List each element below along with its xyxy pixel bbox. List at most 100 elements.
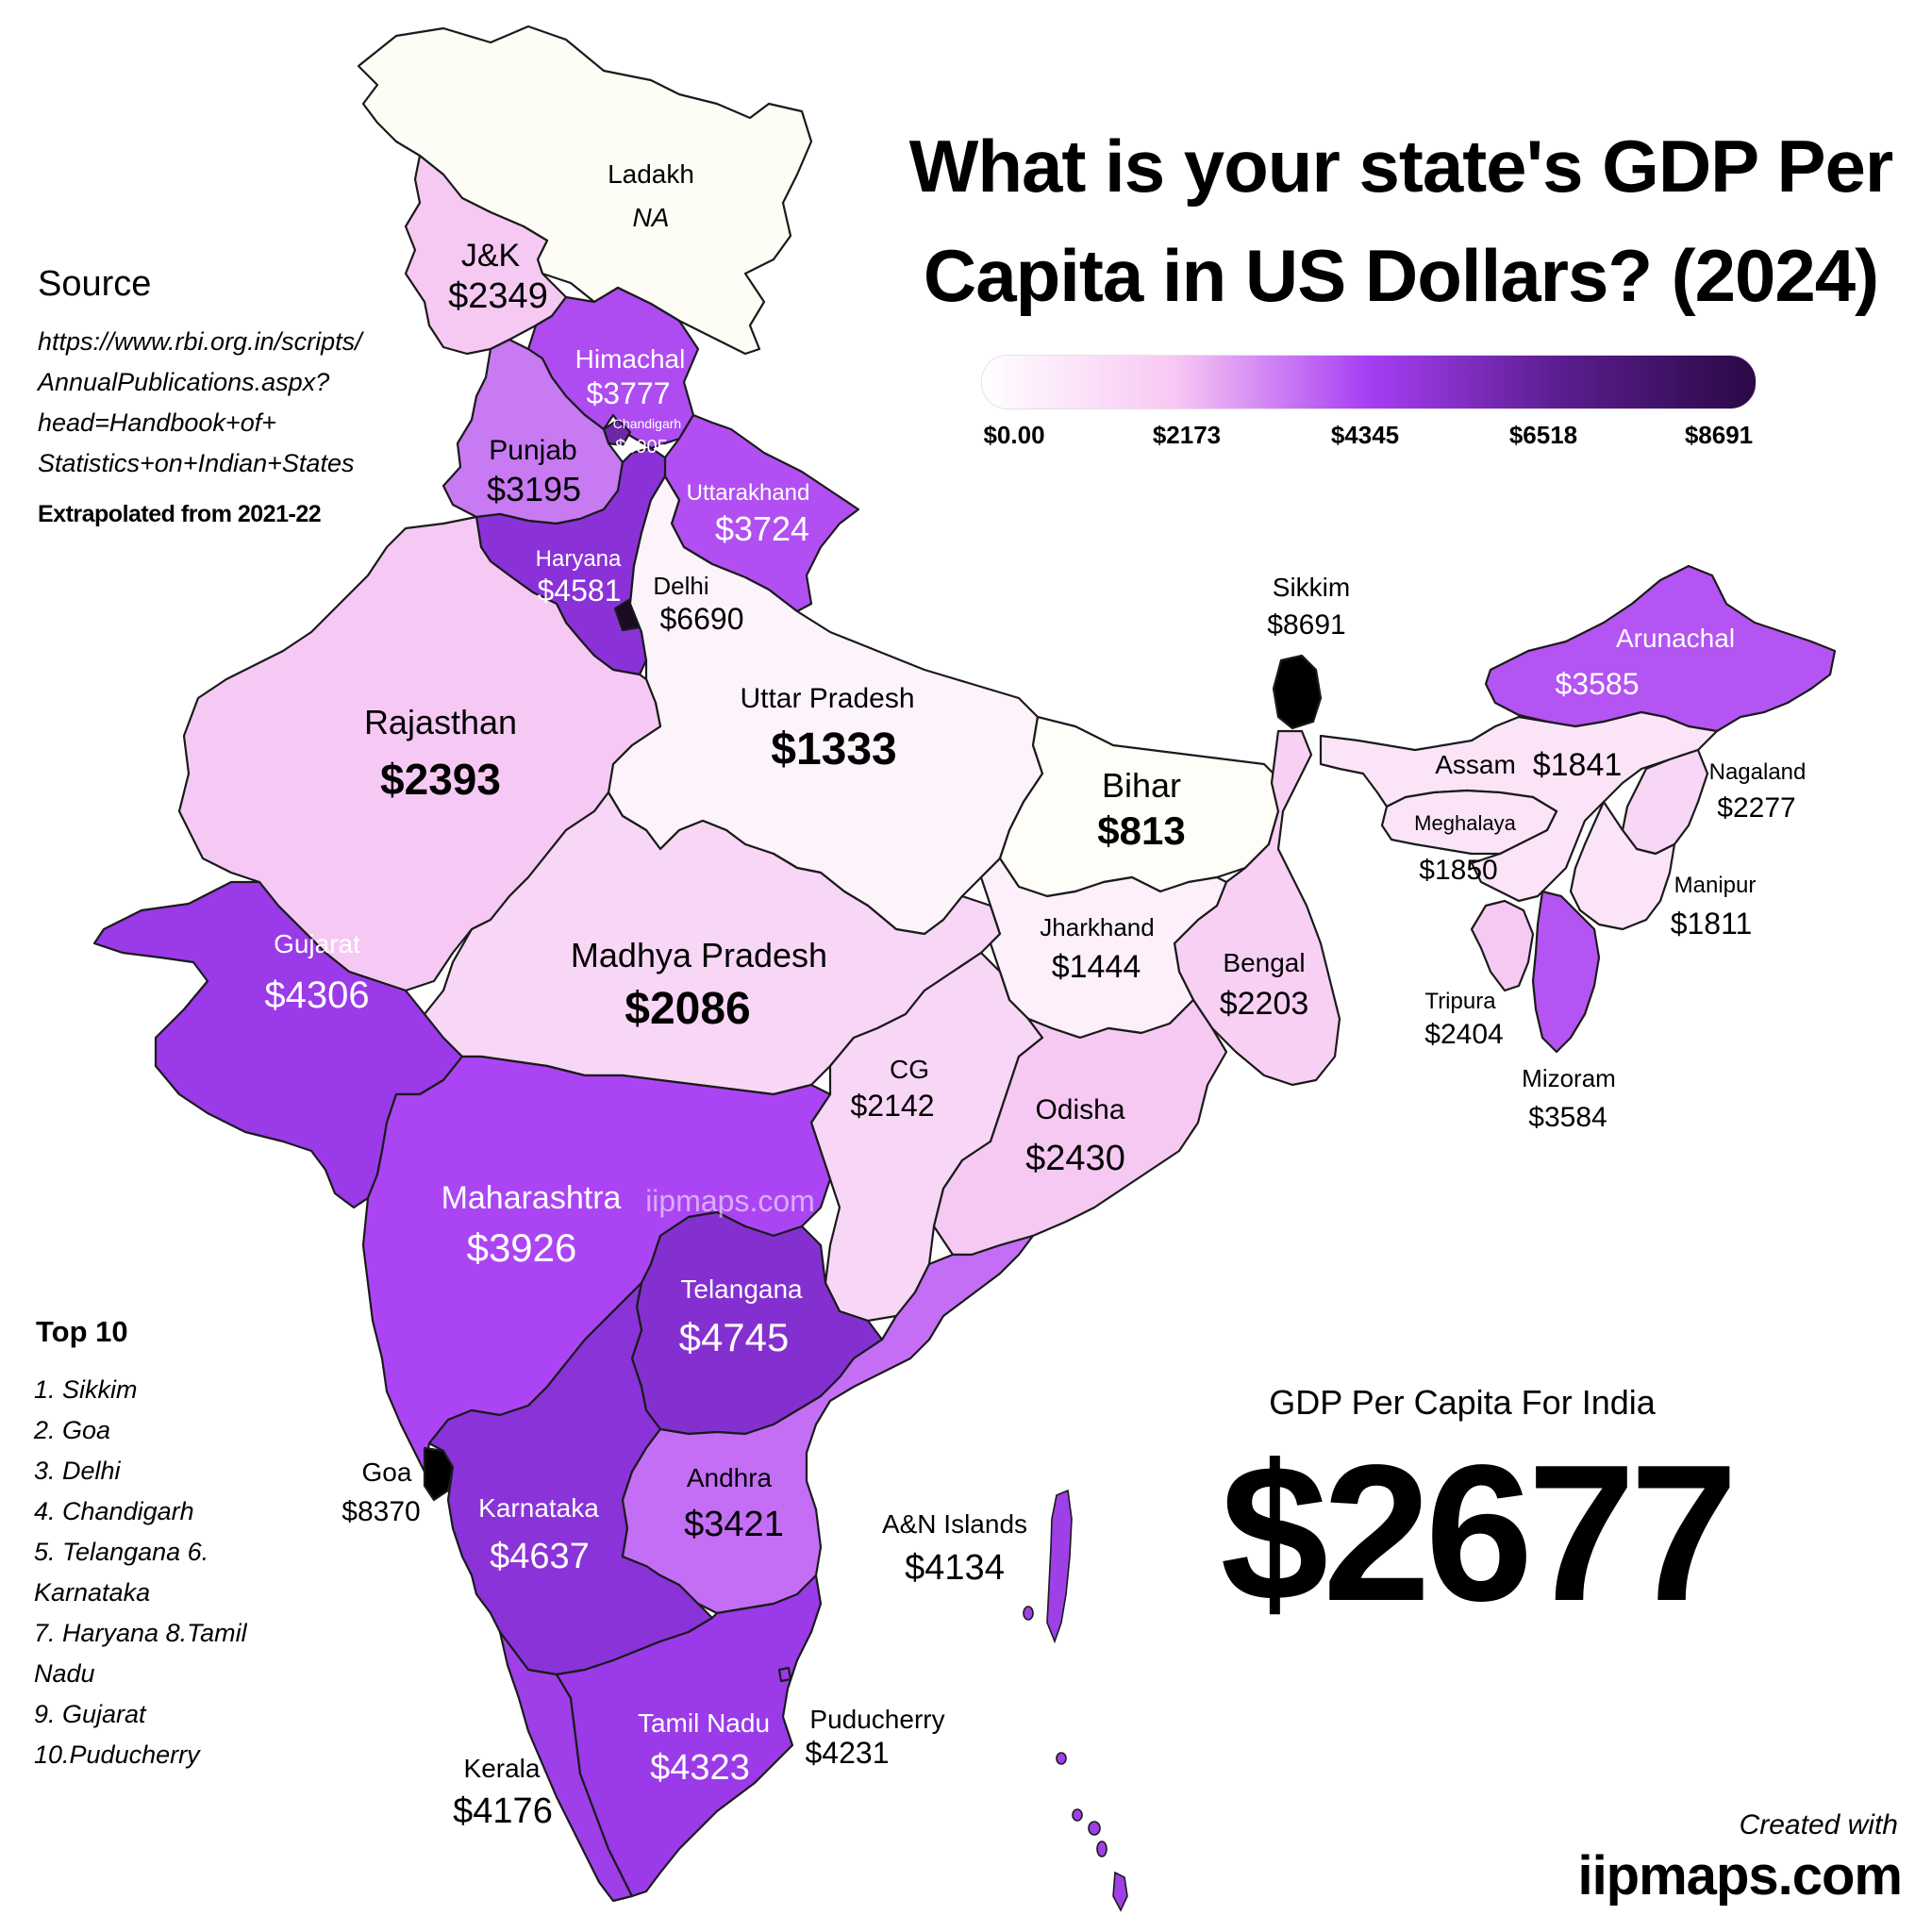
label-rajasthan-name: Rajasthan bbox=[364, 703, 517, 741]
label-bengal-value: $2203 bbox=[1220, 986, 1309, 1022]
region-sikkim bbox=[1272, 654, 1323, 730]
label-puducherry-name: Puducherry bbox=[809, 1705, 944, 1734]
label-rajasthan-value: $2393 bbox=[380, 755, 501, 804]
source-heading: Source bbox=[38, 264, 152, 304]
region-meghalaya bbox=[1380, 789, 1558, 856]
top10-item: 3. Delhi bbox=[34, 1457, 121, 1485]
label-jharkhand-name: Jharkhand bbox=[1040, 913, 1154, 941]
label-ladakh-name: Ladakh bbox=[608, 159, 694, 189]
label-himachal-name: Himachal bbox=[575, 344, 686, 374]
label-ladakh-value: NA bbox=[633, 203, 670, 232]
credit-brand: iipmaps.com bbox=[1577, 1845, 1903, 1907]
top10-item: 10.Puducherry bbox=[34, 1740, 200, 1769]
label-odisha-name: Odisha bbox=[1035, 1094, 1124, 1125]
region-jharkhand bbox=[979, 857, 1228, 1040]
region-tripura bbox=[1470, 899, 1535, 992]
label-jk-value: $2349 bbox=[448, 276, 548, 316]
label-tamil-nadu-value: $4323 bbox=[650, 1748, 750, 1788]
label-haryana-name: Haryana bbox=[536, 546, 622, 572]
label-sikkim-value: $8691 bbox=[1267, 609, 1345, 641]
label-tripura-value: $2404 bbox=[1424, 1019, 1503, 1050]
label-delhi-value: $6690 bbox=[660, 602, 744, 636]
label-delhi-name: Delhi bbox=[653, 572, 708, 600]
region-tamil-nadu bbox=[555, 1574, 823, 1898]
label-telangana-name: Telangana bbox=[680, 1274, 803, 1304]
label-bihar-value: $813 bbox=[1097, 808, 1185, 853]
label-punjab-name: Punjab bbox=[489, 435, 576, 466]
top10-item: Karnataka bbox=[34, 1578, 151, 1607]
label-haryana-value: $4581 bbox=[538, 574, 622, 608]
label-andhra-name: Andhra bbox=[687, 1463, 773, 1492]
label-tamil-nadu-name: Tamil Nadu bbox=[638, 1708, 770, 1738]
label-nagaland-name: Nagaland bbox=[1709, 759, 1807, 785]
color-scale-legend bbox=[981, 355, 1757, 409]
legend-tick-1: $2173 bbox=[1152, 421, 1222, 449]
label-telangana-value: $4745 bbox=[679, 1315, 790, 1359]
label-meghalaya-value: $1850 bbox=[1419, 855, 1497, 886]
top10-item: 7. Haryana 8.Tamil bbox=[34, 1619, 247, 1647]
label-bihar-name: Bihar bbox=[1102, 766, 1181, 805]
source-url-line-3: head=Handbook+of+ bbox=[38, 408, 276, 437]
top10-heading: Top 10 bbox=[36, 1315, 128, 1348]
label-goa-name: Goa bbox=[362, 1457, 412, 1487]
legend-tick-0: $0.00 bbox=[983, 421, 1045, 449]
label-uttarakhand-name: Uttarakhand bbox=[687, 480, 810, 506]
legend-tick-3: $6518 bbox=[1508, 421, 1578, 449]
national-gdp-label: GDP Per Capita For India bbox=[1269, 1383, 1656, 1422]
label-assam-name: Assam bbox=[1435, 750, 1516, 779]
label-karnataka-name: Karnataka bbox=[478, 1493, 599, 1523]
region-bihar bbox=[998, 715, 1285, 898]
label-goa-value: $8370 bbox=[341, 1496, 420, 1527]
label-bengal-name: Bengal bbox=[1223, 948, 1305, 977]
label-kerala-value: $4176 bbox=[453, 1791, 553, 1831]
label-chandigarh-name: Chandigarh bbox=[613, 416, 681, 431]
label-uttar-pradesh-name: Uttar Pradesh bbox=[740, 683, 914, 714]
top10-item: 1. Sikkim bbox=[34, 1375, 138, 1404]
region-mizoram bbox=[1531, 890, 1601, 1054]
label-kerala-name: Kerala bbox=[464, 1754, 541, 1783]
label-puducherry-value: $4231 bbox=[806, 1736, 890, 1770]
region-manipur bbox=[1569, 800, 1676, 931]
label-tripura-name: Tripura bbox=[1424, 989, 1496, 1014]
label-madhya-pradesh-name: Madhya Pradesh bbox=[571, 936, 827, 974]
label-assam-value: $1841 bbox=[1533, 747, 1623, 783]
top10-item: 4. Chandigarh bbox=[34, 1497, 194, 1525]
label-mizoram-value: $3584 bbox=[1528, 1102, 1607, 1133]
title-line-2: Capita in US Dollars? (2024) bbox=[923, 234, 1879, 317]
label-karnataka-value: $4637 bbox=[490, 1537, 590, 1576]
label-gujarat-name: Gujarat bbox=[274, 929, 360, 958]
region-odisha bbox=[932, 998, 1228, 1257]
label-andhra-value: $3421 bbox=[684, 1505, 784, 1544]
top10-item: 5. Telangana 6. bbox=[34, 1538, 209, 1566]
label-arunachal-value: $3585 bbox=[1556, 667, 1640, 701]
label-jk-name: J&K bbox=[461, 238, 521, 274]
region-an-islands bbox=[1023, 1489, 1128, 1912]
region-andhra bbox=[621, 1234, 1035, 1615]
legend-tick-2: $4345 bbox=[1330, 421, 1400, 449]
label-jharkhand-value: $1444 bbox=[1052, 949, 1141, 985]
page-title: What is your state's GDP Per Capita in U… bbox=[901, 111, 1901, 330]
title-line-1: What is your state's GDP Per bbox=[908, 125, 1893, 208]
label-uttar-pradesh-value: $1333 bbox=[771, 724, 896, 774]
label-himachal-value: $3777 bbox=[587, 376, 671, 410]
label-madhya-pradesh-value: $2086 bbox=[625, 984, 750, 1034]
label-cg-value: $2142 bbox=[851, 1089, 935, 1123]
source-url-line-1: https://www.rbi.org.in/scripts/ bbox=[38, 327, 362, 356]
label-meghalaya-name: Meghalaya bbox=[1414, 811, 1516, 835]
label-uttarakhand-value: $3724 bbox=[715, 509, 809, 548]
label-manipur-name: Manipur bbox=[1674, 873, 1757, 898]
label-mizoram-name: Mizoram bbox=[1522, 1064, 1616, 1092]
credit-created-with: Created with bbox=[1739, 1809, 1898, 1840]
label-sikkim-name: Sikkim bbox=[1273, 573, 1350, 602]
top10-list: Top 10 1. Sikkim 2. Goa 3. Delhi 4. Chan… bbox=[34, 1315, 317, 1775]
label-maharashtra-name: Maharashtra bbox=[441, 1180, 622, 1216]
label-odisha-value: $2430 bbox=[1025, 1139, 1125, 1178]
source-note: Extrapolated from 2021-22 bbox=[38, 501, 322, 527]
top10-item: 2. Goa bbox=[34, 1416, 111, 1444]
label-maharashtra-value: $3926 bbox=[467, 1225, 577, 1270]
legend-tick-4: $8691 bbox=[1684, 421, 1754, 449]
label-gujarat-value: $4306 bbox=[264, 974, 369, 1016]
national-gdp-value: $2677 bbox=[1220, 1424, 1739, 1641]
label-an-islands-name: A&N Islands bbox=[882, 1509, 1027, 1539]
